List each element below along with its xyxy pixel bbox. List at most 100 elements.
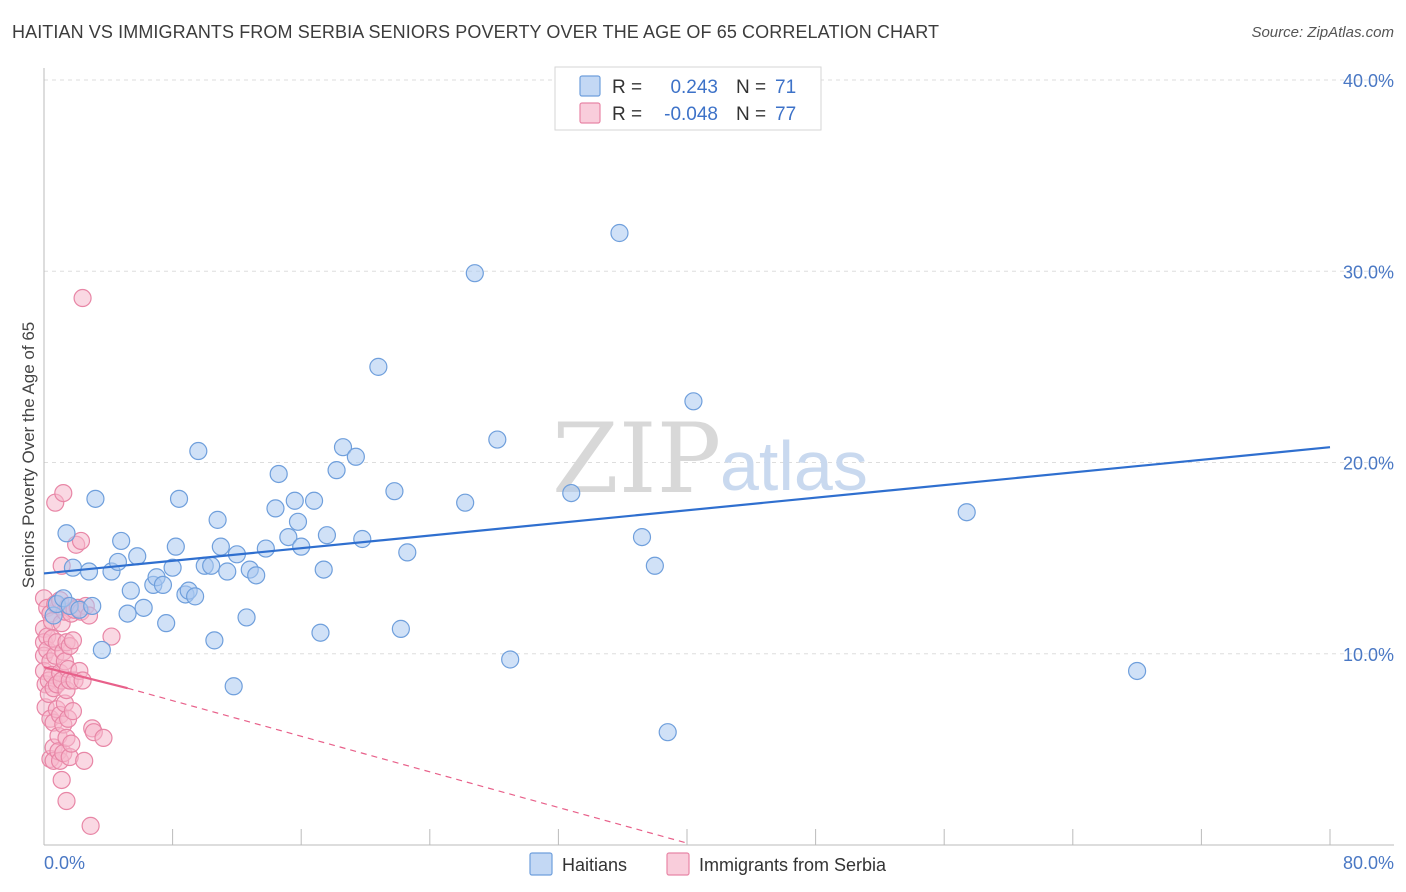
- legend-label-haitians: Haitians: [562, 855, 627, 875]
- haitians-point: [128, 547, 147, 566]
- haitians-point: [333, 438, 353, 457]
- legend-n-value: 71: [775, 77, 796, 98]
- haitians-trend-line: [43, 446, 1331, 575]
- haitians-point: [327, 461, 346, 480]
- legend-swatch-haitians: [529, 852, 553, 876]
- haitians-point: [218, 562, 237, 581]
- legend-label-serbia: Immigrants from Serbia: [699, 855, 887, 875]
- haitians-point: [153, 575, 173, 595]
- serbia-point: [57, 791, 76, 811]
- haitians-point: [632, 527, 652, 547]
- serbia-point: [63, 631, 83, 650]
- haitians-point: [288, 512, 308, 531]
- haitians-point: [488, 430, 507, 449]
- haitians-point: [369, 357, 388, 376]
- y-tick-label: 30.0%: [1343, 262, 1394, 282]
- legend-swatch-haitians: [579, 75, 601, 97]
- y-tick-label: 20.0%: [1343, 454, 1394, 474]
- legend-swatch-serbia: [579, 102, 601, 124]
- haitians-point: [166, 537, 185, 556]
- haitians-point: [224, 677, 243, 696]
- haitians-point: [83, 596, 102, 616]
- source-label: Source: ZipAtlas.com: [1251, 24, 1394, 41]
- haitians-point: [121, 581, 140, 600]
- y-tick-label: 10.0%: [1343, 645, 1394, 665]
- serbia-point: [75, 751, 94, 770]
- haitians-point: [269, 464, 288, 484]
- haitians-point: [279, 527, 298, 547]
- x-tick-label: 0.0%: [44, 853, 85, 873]
- haitians-point: [169, 489, 189, 508]
- haitians-point: [317, 526, 337, 545]
- haitians-point: [79, 562, 99, 581]
- haitians-point: [266, 499, 285, 518]
- haitians-point: [237, 608, 256, 627]
- haitians-point: [562, 484, 581, 503]
- serbia-point: [52, 770, 71, 790]
- correlation-legend: R = 0.243 N = 71 R = -0.048 N = 77: [554, 66, 822, 131]
- haitians-point: [57, 524, 76, 543]
- haitians-point: [957, 503, 976, 522]
- haitians-point: [684, 392, 703, 411]
- haitians-point: [1127, 661, 1147, 681]
- haitians-point: [391, 619, 410, 638]
- haitians-point: [186, 587, 205, 606]
- haitians-point: [92, 640, 111, 660]
- legend-r-label: R =: [612, 77, 642, 98]
- haitians-point: [189, 441, 208, 461]
- haitians-point: [353, 529, 372, 549]
- y-axis-label: Seniors Poverty Over the Age of 65: [19, 322, 38, 588]
- haitians-point: [398, 543, 417, 562]
- legend-n-label: N =: [736, 77, 766, 98]
- haitians-point: [311, 623, 330, 642]
- legend-r-label: R =: [612, 104, 642, 125]
- serbia-point: [62, 734, 81, 753]
- watermark-atlas: atlas: [720, 427, 868, 505]
- x-tick-labels: 0.0% 80.0%: [44, 853, 1394, 873]
- haitians-point: [645, 556, 664, 575]
- legend-n-value: 77: [775, 104, 796, 125]
- haitians-point: [63, 558, 83, 577]
- haitians-point: [112, 531, 131, 551]
- haitians-point: [256, 539, 275, 558]
- haitians-point: [205, 631, 224, 650]
- haitians-point: [346, 447, 365, 466]
- serbia-trend-extension: [127, 687, 688, 844]
- haitians-point: [304, 491, 324, 510]
- legend-r-value: -0.048: [664, 104, 718, 125]
- legend-swatch-serbia: [666, 852, 690, 876]
- haitians-point: [610, 223, 629, 243]
- legend-n-label: N =: [736, 104, 766, 125]
- serbia-point: [94, 728, 113, 748]
- serbia-point: [81, 816, 100, 835]
- haitians-point: [118, 604, 137, 623]
- y-tick-label: 40.0%: [1343, 71, 1394, 91]
- watermark-zip: ZIP: [552, 403, 721, 515]
- serbia-point: [71, 531, 91, 551]
- haitians-point: [465, 264, 484, 283]
- haitians-point: [658, 723, 677, 742]
- chart-title: HAITIAN VS IMMIGRANTS FROM SERBIA SENIOR…: [12, 22, 940, 42]
- haitians-point: [202, 556, 221, 575]
- haitians-points: [44, 223, 1147, 742]
- trend-lines: [43, 446, 1331, 844]
- haitians-point: [163, 558, 182, 577]
- haitians-point: [211, 537, 230, 556]
- haitians-point: [314, 560, 333, 579]
- serbia-point: [63, 702, 83, 721]
- serbia-point: [102, 627, 121, 646]
- haitians-point: [108, 552, 128, 572]
- haitians-point: [247, 566, 266, 585]
- y-tick-labels: 10.0% 20.0% 30.0% 40.0%: [1343, 71, 1394, 665]
- watermark: ZIP atlas: [552, 403, 868, 515]
- haitians-point: [285, 491, 304, 510]
- serbia-point: [73, 288, 92, 308]
- serbia-point: [54, 484, 73, 503]
- haitians-point: [456, 493, 475, 512]
- legend-r-value: 0.243: [670, 77, 718, 98]
- haitians-point: [501, 650, 520, 669]
- haitians-point: [157, 614, 176, 633]
- haitians-point: [86, 489, 105, 508]
- series-legend: Haitians Immigrants from Serbia: [529, 852, 887, 876]
